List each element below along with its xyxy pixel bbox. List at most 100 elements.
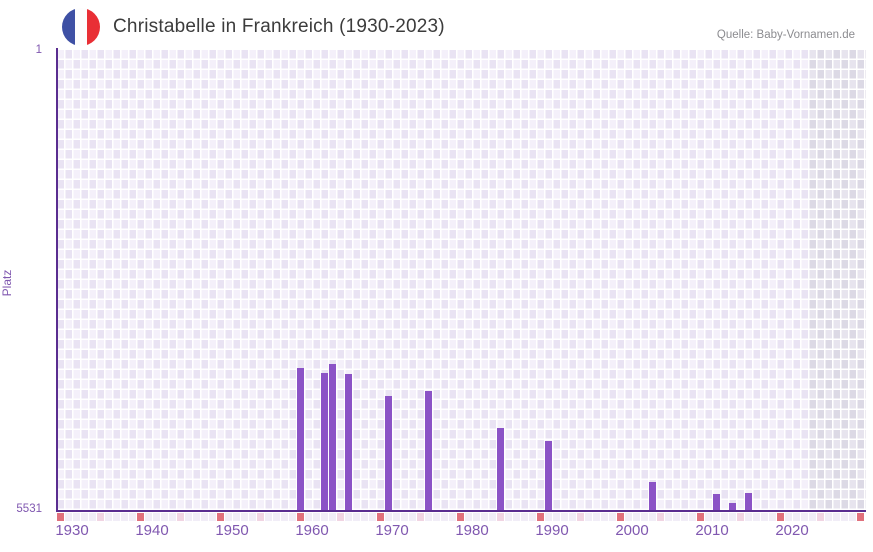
ruler-cell-1979 <box>465 512 472 521</box>
ruler-cell-2007 <box>689 512 696 521</box>
ruler-cell-1967 <box>369 512 376 521</box>
flag-white-stripe <box>74 8 88 46</box>
ruler-cell-2003 <box>657 512 664 521</box>
ruler-cell-2020 <box>793 512 800 521</box>
ruler-cell-1971 <box>401 512 408 521</box>
ruler-cell-1992 <box>569 512 576 521</box>
ruler-cell-1991 <box>561 512 568 521</box>
ruler-cell-1977 <box>449 512 456 521</box>
ruler-cell-1946 <box>201 512 208 521</box>
x-tick-1960: 1960 <box>295 522 329 539</box>
bar-1974[interactable] <box>424 391 432 510</box>
y-axis-top-tick-label: 1 <box>35 44 42 56</box>
ruler-cell-1962 <box>329 512 336 521</box>
ruler-cell-1958 <box>297 512 304 521</box>
ruler-cell-1964 <box>345 512 352 521</box>
x-tick-1980: 1980 <box>455 522 489 539</box>
ruler-cell-1981 <box>481 512 488 521</box>
ruler-cell-1957 <box>289 512 296 521</box>
y-axis-line <box>55 48 58 511</box>
ruler-cell-2014 <box>745 512 752 521</box>
ruler-cell-1939 <box>145 512 152 521</box>
ruler-cell-1972 <box>409 512 416 521</box>
ruler-cell-1974 <box>425 512 432 521</box>
bar-2012[interactable] <box>728 503 736 510</box>
ruler-cell-1949 <box>225 512 232 521</box>
ruler-cell-1980 <box>473 512 480 521</box>
ruler-cell-2000 <box>633 512 640 521</box>
ruler-cell-1929 <box>65 512 72 521</box>
recent-years-highlight-band <box>808 50 866 510</box>
ruler-cell-1945 <box>193 512 200 521</box>
ruler-cell-2017 <box>769 512 776 521</box>
x-axis-line <box>55 509 866 512</box>
bar-2010[interactable] <box>712 494 720 510</box>
ruler-cell-1968 <box>377 512 384 521</box>
ruler-cell-2018 <box>777 512 784 521</box>
ruler-cell-2006 <box>681 512 688 521</box>
ruler-cell-2011 <box>721 512 728 521</box>
x-tick-1940: 1940 <box>135 522 169 539</box>
bar-1989[interactable] <box>544 440 552 510</box>
ruler-cell-1995 <box>593 512 600 521</box>
ruler-cell-2008 <box>697 512 704 521</box>
ruler-cell-1938 <box>137 512 144 521</box>
plot-area <box>56 50 866 510</box>
ruler-cell-1978 <box>457 512 464 521</box>
bar-1961[interactable] <box>320 373 328 510</box>
ruler-cell-1970 <box>393 512 400 521</box>
bar-1983[interactable] <box>496 427 504 510</box>
ruler-cell-2009 <box>705 512 712 521</box>
ruler-cell-1954 <box>265 512 272 521</box>
ruler-cell-1952 <box>249 512 256 521</box>
ruler-cell-1928 <box>57 512 64 521</box>
bar-1964[interactable] <box>344 374 352 510</box>
x-tick-2020: 2020 <box>775 522 809 539</box>
ruler-cell-1987 <box>529 512 536 521</box>
ruler-cell-1953 <box>257 512 264 521</box>
ruler-cell-1942 <box>169 512 176 521</box>
ruler-cell-1988 <box>537 512 544 521</box>
ruler-cell-1947 <box>209 512 216 521</box>
ruler-cell-1955 <box>273 512 280 521</box>
ruler-cell-1930 <box>73 512 80 521</box>
ruler-cell-1993 <box>577 512 584 521</box>
ruler-cell-2015 <box>753 512 760 521</box>
ruler-cell-1950 <box>233 512 240 521</box>
bar-1958[interactable] <box>296 368 304 510</box>
bar-2002[interactable] <box>648 482 656 510</box>
ruler-cell-2025 <box>833 512 840 521</box>
ruler-cell-1982 <box>489 512 496 521</box>
ruler-cell-1935 <box>113 512 120 521</box>
ruler-cell-2022 <box>809 512 816 521</box>
ruler-cell-1951 <box>241 512 248 521</box>
ruler-cell-1986 <box>521 512 528 521</box>
ruler-cell-1966 <box>361 512 368 521</box>
x-tick-2010: 2010 <box>695 522 729 539</box>
ruler-cell-1937 <box>129 512 136 521</box>
bar-1969[interactable] <box>384 395 392 510</box>
flag-blue-stripe <box>62 8 75 46</box>
ruler-cell-1990 <box>553 512 560 521</box>
ruler-cell-2010 <box>713 512 720 521</box>
ruler-cell-2024 <box>825 512 832 521</box>
ruler-cell-1997 <box>609 512 616 521</box>
ruler-cell-1944 <box>185 512 192 521</box>
ruler-cell-2027 <box>849 512 856 521</box>
ruler-cell-1969 <box>385 512 392 521</box>
ruler-cell-1976 <box>441 512 448 521</box>
bar-2014[interactable] <box>744 493 752 510</box>
ruler-cell-2005 <box>673 512 680 521</box>
ruler-cell-1996 <box>601 512 608 521</box>
x-tick-2000: 2000 <box>615 522 649 539</box>
ruler-cell-1960 <box>313 512 320 521</box>
ruler-cell-1973 <box>417 512 424 521</box>
ruler-cell-1963 <box>337 512 344 521</box>
bar-1962[interactable] <box>328 364 336 510</box>
ruler-cell-1931 <box>81 512 88 521</box>
flag-red-stripe <box>87 8 100 46</box>
ruler-cell-1943 <box>177 512 184 521</box>
ruler-cell-2016 <box>761 512 768 521</box>
ruler-cell-2004 <box>665 512 672 521</box>
